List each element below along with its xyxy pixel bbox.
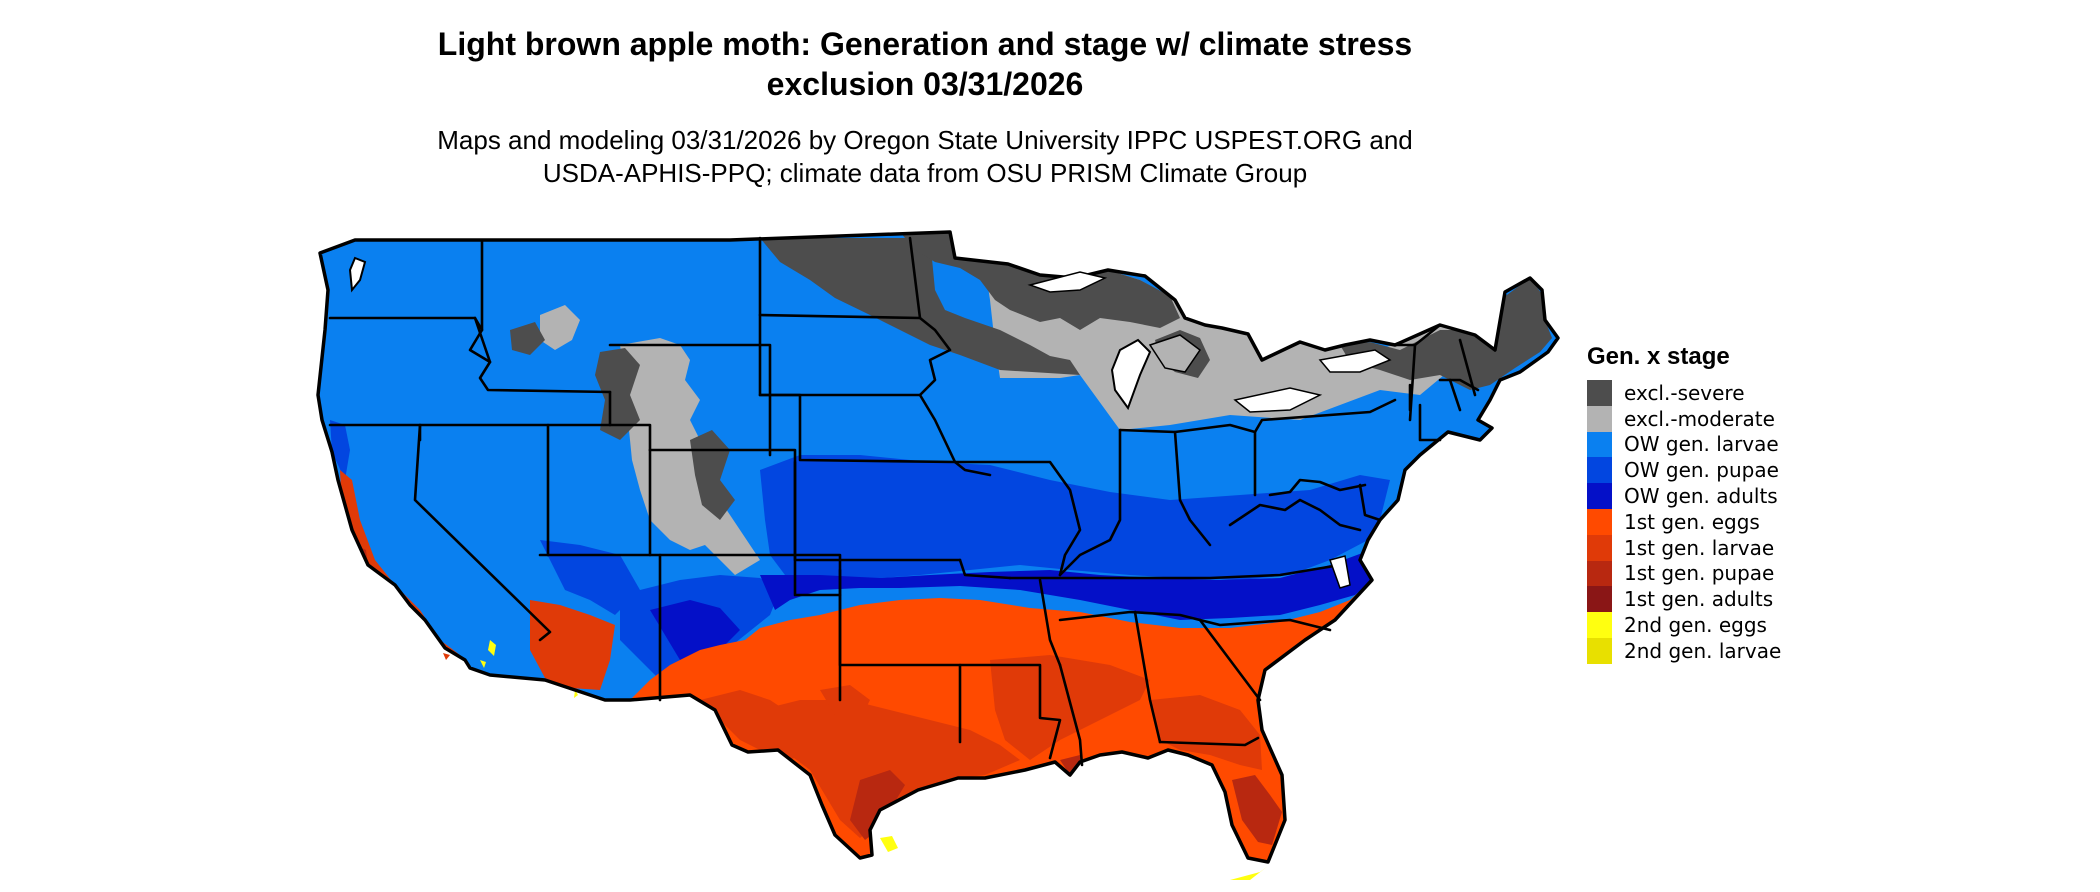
- legend-label: 1st gen. larvae: [1624, 535, 1775, 560]
- legend-item: 1st gen. pupae: [1587, 560, 1781, 587]
- subtitle-line-1: Maps and modeling 03/31/2026 by Oregon S…: [437, 125, 1413, 155]
- legend-item: excl.-severe: [1587, 380, 1781, 406]
- legend-swatch: [1587, 534, 1612, 561]
- legend-item: 1st gen. adults: [1587, 586, 1781, 613]
- title-line-1: Light brown apple moth: Generation and s…: [437, 26, 1413, 62]
- legend-swatch: [1587, 612, 1612, 638]
- legend-swatch: [1587, 457, 1612, 484]
- legend-swatch: [1587, 380, 1612, 406]
- legend-swatch: [1587, 560, 1612, 587]
- map-legend: Gen. x stage excl.-severe excl.-moderate O…: [1587, 342, 1781, 664]
- legend-label: excl.-severe: [1624, 380, 1745, 405]
- legend-label: 2nd gen. larvae: [1624, 638, 1782, 663]
- legend-item: 2nd gen. eggs: [1587, 612, 1781, 638]
- title-line-2: exclusion 03/31/2026: [766, 66, 1084, 102]
- legend-item: OW gen. pupae: [1587, 457, 1781, 484]
- legend-label: 1st gen. adults: [1624, 587, 1774, 612]
- legend-label: excl.-moderate: [1624, 406, 1775, 431]
- legend-label: 2nd gen. eggs: [1624, 613, 1767, 638]
- legend-item: 1st gen. larvae: [1587, 534, 1781, 561]
- legend-item: 2nd gen. larvae: [1587, 637, 1782, 664]
- legend-label: 1st gen. eggs: [1624, 509, 1760, 534]
- legend-label: 1st gen. pupae: [1624, 561, 1775, 586]
- map-title: Light brown apple moth: Generation and s…: [330, 24, 1520, 104]
- legend-title: Gen. x stage: [1587, 343, 1730, 370]
- legend-item: 1st gen. eggs: [1587, 508, 1781, 535]
- legend-item: OW gen. adults: [1587, 483, 1781, 509]
- legend-label: OW gen. larvae: [1624, 432, 1779, 457]
- us-phenology-map: [316, 230, 1560, 880]
- legend-swatch: [1587, 508, 1612, 535]
- legend-items: excl.-severe excl.-moderate OW gen. larvae…: [1587, 380, 1781, 664]
- legend-item: excl.-moderate: [1587, 405, 1781, 432]
- legend-swatch: [1587, 586, 1612, 613]
- legend-swatch: [1587, 405, 1612, 432]
- legend-label: OW gen. pupae: [1624, 458, 1779, 483]
- subtitle-line-2: USDA-APHIS-PPQ; climate data from OSU PR…: [542, 158, 1308, 188]
- map-subtitle: Maps and modeling 03/31/2026 by Oregon S…: [330, 124, 1520, 190]
- legend-swatch: [1587, 431, 1612, 458]
- legend-item: OW gen. larvae: [1587, 431, 1781, 458]
- legend-label: OW gen. adults: [1624, 484, 1778, 509]
- legend-swatch: [1587, 483, 1612, 509]
- legend-swatch: [1587, 637, 1612, 664]
